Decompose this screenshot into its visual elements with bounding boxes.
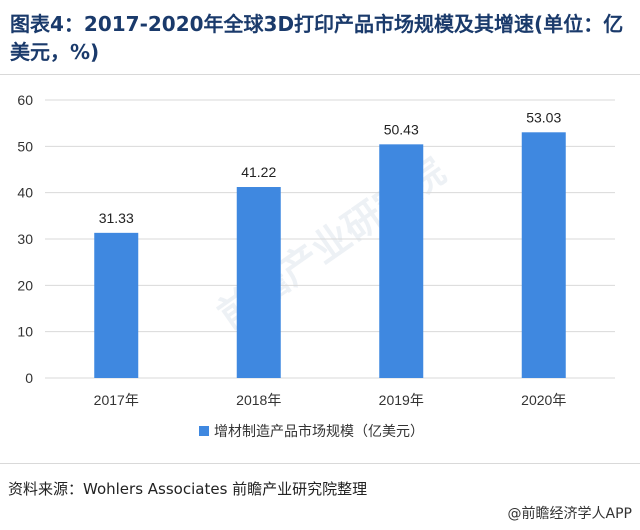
x-tick-label: 2018年 (236, 392, 281, 408)
y-tick-label: 40 (17, 185, 33, 201)
y-tick-label: 20 (17, 277, 33, 293)
bar (521, 132, 566, 378)
chart-area (0, 74, 640, 464)
source-note: 资料来源：Wohlers Associates 前瞻产业研究院整理 (8, 480, 368, 498)
y-tick-label: 60 (17, 92, 33, 108)
data-label: 53.03 (526, 109, 561, 125)
data-label: 50.43 (384, 121, 419, 137)
data-label: 31.33 (99, 210, 134, 226)
x-tick-label: 2017年 (94, 392, 139, 408)
bar (236, 187, 281, 378)
y-tick-label: 0 (25, 370, 33, 386)
x-tick-label: 2020年 (521, 392, 566, 408)
y-tick-label: 30 (17, 231, 33, 247)
x-tick-label: 2019年 (379, 392, 424, 408)
y-tick-label: 10 (17, 324, 33, 340)
legend-swatch (199, 426, 209, 436)
y-tick-label: 50 (17, 138, 33, 154)
bar (94, 232, 139, 378)
legend-label: 增材制造产品市场规模（亿美元） (214, 423, 424, 439)
brand-credit: @前瞻经济学人APP (507, 506, 632, 522)
chart-title: 图表4：2017-2020年全球3D打印产品市场规模及其增速(单位：亿美元，%) (10, 12, 624, 64)
data-label: 41.22 (241, 164, 276, 180)
bar (379, 144, 424, 378)
